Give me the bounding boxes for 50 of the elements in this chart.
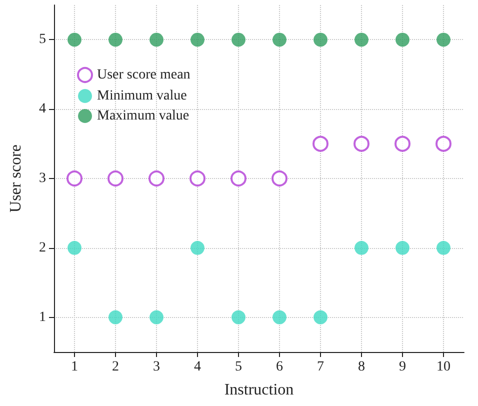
point [150,310,164,324]
y-tick-label: 2 [39,240,46,256]
legend-label: User score mean [97,68,190,82]
x-tick-label: 4 [194,360,201,374]
point [314,32,328,47]
x-tick-label: 9 [399,360,406,374]
point [108,310,122,324]
point [190,170,206,186]
x-tick-label: 5 [235,360,242,374]
x-tick-label: 8 [358,360,365,374]
y-tick-label: 3 [39,171,46,186]
point [232,32,246,47]
legend-label: Minimum value [97,88,187,104]
point [354,32,368,47]
point [354,136,370,152]
y-axis-title: User score [8,144,24,212]
x-tick-label: 1 [71,360,78,374]
point [66,170,82,186]
point [436,32,450,47]
point [230,170,246,186]
point [396,32,410,47]
point [68,240,82,255]
x-tick-label: 2 [112,360,119,374]
x-tick-label: 7 [317,360,324,374]
point [108,32,122,47]
point [150,32,164,47]
point [436,240,450,255]
point [314,310,328,324]
point [272,170,288,186]
y-tick-label: 1 [39,310,46,325]
point [272,32,286,47]
point [354,240,368,255]
point [148,170,164,186]
point [394,136,410,152]
x-tick-label: 3 [153,360,160,374]
point [272,310,286,324]
x-tick-label: 6 [276,360,283,374]
point [232,310,246,324]
point [68,32,82,47]
point [190,32,204,47]
point [190,240,204,255]
point [312,136,328,152]
y-tick-label: 4 [39,102,46,117]
x-tick-label: 10 [436,360,450,374]
point [436,136,452,152]
x-axis-title: Instruction [224,382,294,398]
y-tick-label: 5 [39,32,46,48]
point [108,170,124,186]
point [396,240,410,255]
legend-label: Maximum value [97,108,190,124]
